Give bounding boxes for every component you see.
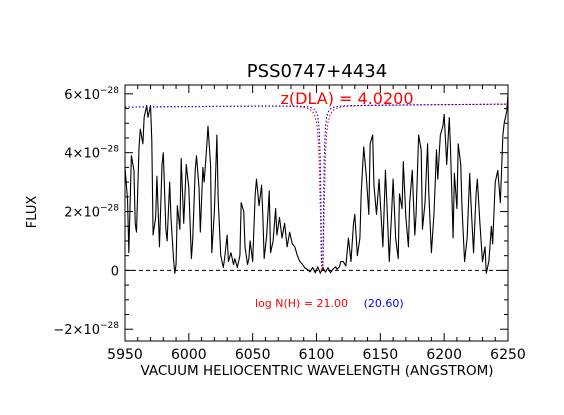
- column-density-annotation: log N(H) = 21.00 (20.60): [255, 297, 404, 310]
- y-tick-label-4: 6×10−28: [64, 86, 119, 103]
- column-density-value: log N(H) = 21.00: [255, 297, 348, 310]
- chart-title: PSS0747+4434: [247, 61, 387, 82]
- y-axis-label: FLUX: [25, 196, 40, 229]
- y-tick-mantissa: 2×10: [64, 206, 100, 221]
- y-tick-exponent: −28: [100, 204, 119, 214]
- redshift-annotation: z(DLA) = 4.0200: [281, 89, 414, 108]
- x-tick-label-4: 6150: [363, 347, 399, 363]
- column-density-alt-value: (20.60): [364, 297, 404, 310]
- x-tick-label-2: 6050: [235, 347, 271, 363]
- x-tick-label-0: 5950: [107, 347, 143, 363]
- y-tick-exponent: −28: [100, 321, 119, 331]
- dla-model-curve-1: [125, 103, 509, 266]
- y-tick-exponent: −28: [100, 86, 119, 96]
- x-axis-label: VACUUM HELIOCENTRIC WAVELENGTH (ANGSTROM…: [140, 363, 493, 379]
- x-tick-label-5: 6200: [426, 347, 462, 363]
- y-tick-label-3: 4×10−28: [64, 145, 119, 162]
- plot-frame: [124, 84, 509, 342]
- plot-area: [124, 93, 509, 274]
- y-tick-mantissa: 6×10: [64, 88, 100, 103]
- y-tick-exponent: −28: [100, 145, 119, 155]
- y-tick-label-1: 0: [111, 264, 119, 279]
- spectrum-series-0: [124, 93, 509, 274]
- y-tick-label-2: 2×10−28: [64, 204, 119, 221]
- axis-ticks: 5950 6000 6050 6100 6150 6200 6250−2×10−2802×1…: [53, 85, 526, 363]
- y-tick-label-0: −2×10−28: [53, 321, 119, 338]
- x-tick-label-3: 6100: [299, 347, 335, 363]
- y-tick-mantissa: 4×10: [64, 147, 100, 162]
- y-tick-mantissa: −2×10: [53, 323, 100, 338]
- x-tick-label-1: 6000: [171, 347, 207, 363]
- x-tick-label-6: 6250: [490, 347, 526, 363]
